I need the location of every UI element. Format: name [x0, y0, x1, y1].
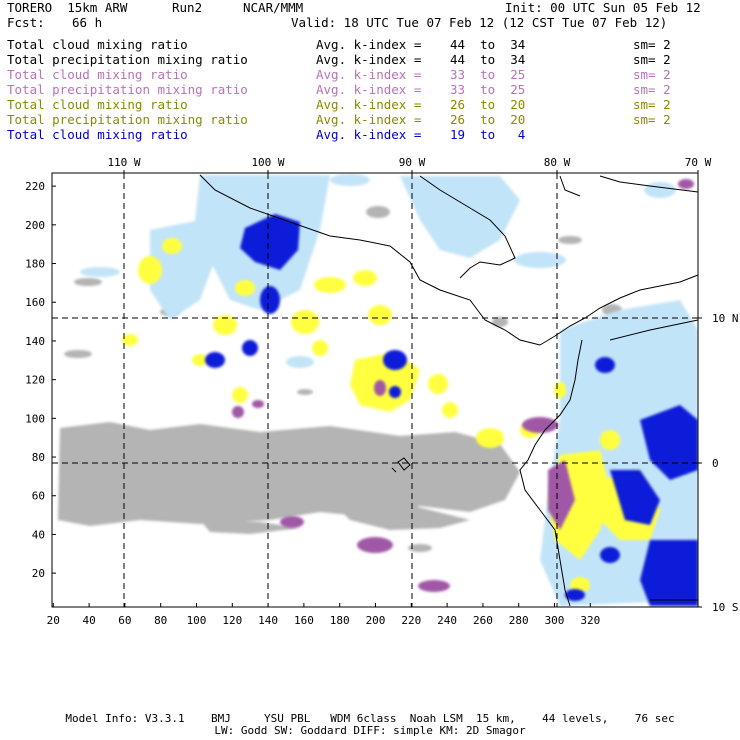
grid-x-tick-label: 160 [294, 614, 314, 627]
legend-range: 26 to 20 [450, 112, 526, 127]
legend-range: 44 to 34 [450, 37, 526, 52]
grid-x-tick-label: 120 [222, 614, 242, 627]
org-label: NCAR/MMM [243, 0, 304, 15]
legend-range: 44 to 34 [450, 52, 526, 67]
grid-x-tick-label: 280 [509, 614, 529, 627]
init-time: Init: 00 UTC Sun 05 Feb 12 [505, 0, 701, 15]
grid-x-tick-label: 20 [47, 614, 60, 627]
legend-avg: Avg. k-index = [316, 112, 422, 127]
legend-sm: sm= 2 [633, 37, 671, 52]
legend-range: 19 to 4 [450, 127, 526, 142]
grid-y-tick-label: 120 [25, 374, 45, 387]
legend-sm: sm= 2 [633, 112, 671, 127]
legend-avg: Avg. k-index = [316, 52, 422, 67]
legend-row: Total cloud mixing ratio Avg. k-index = … [7, 37, 727, 52]
grid-y-tick-label: 140 [25, 335, 45, 348]
grid-y-tick-label: 220 [25, 180, 45, 193]
grid-x-tick-label: 220 [401, 614, 421, 627]
legend-avg: Avg. k-index = [316, 37, 422, 52]
gray-cloud-band [58, 206, 658, 552]
graticule [52, 173, 698, 607]
legend-range: 33 to 25 [450, 67, 526, 82]
grid-x-tick-label: 200 [366, 614, 386, 627]
grid-y-tick-label: 160 [25, 296, 45, 309]
legend-row: Total cloud mixing ratio Avg. k-index = … [7, 97, 727, 112]
grid-y-tick-label: 200 [25, 219, 45, 232]
model-info-line: Model Info: V3.3.1 BMJ YSU PBL WDM 6clas… [65, 712, 675, 725]
legend-field-name: Total cloud mixing ratio [7, 67, 188, 82]
physics-info-line: LW: Godd SW: Goddard DIFF: simple KM: 2D… [214, 724, 526, 737]
legend-field-name: Total precipitation mixing ratio [7, 52, 248, 67]
legend-avg: Avg. k-index = [316, 127, 422, 142]
longitude-label: 70 W [685, 156, 712, 169]
legend-field-name: Total cloud mixing ratio [7, 97, 188, 112]
legend-field-name: Total precipitation mixing ratio [7, 112, 248, 127]
legend-sm: sm= 2 [633, 67, 671, 82]
legend-row: Total cloud mixing ratio Avg. k-index = … [7, 67, 727, 82]
axis-labels: 110 W 100 W 90 W 80 W 70 W 10 N 0 10 S 20 40 60 80 1… [25, 156, 738, 627]
magenta-cloud-patches [232, 179, 694, 592]
grid-x-tick-label: 320 [580, 614, 600, 627]
grid-x-tick-label: 140 [258, 614, 278, 627]
longitude-label: 110 W [107, 156, 140, 169]
latitude-label: 10 S [712, 601, 739, 614]
legend-field-name: Total precipitation mixing ratio [7, 82, 248, 97]
legend-row: Total cloud mixing ratio Avg. k-index = … [7, 127, 727, 142]
legend-row: Total precipitation mixing ratio Avg. k-… [7, 52, 727, 67]
legend-field-name: Total cloud mixing ratio [7, 127, 188, 142]
legend-range: 33 to 25 [450, 82, 526, 97]
grid-y-tick-label: 100 [25, 412, 45, 425]
longitude-label: 100 W [251, 156, 284, 169]
map-field-layer [58, 174, 698, 606]
latitude-label: 10 N [712, 312, 739, 325]
grid-x-tick-label: 260 [473, 614, 493, 627]
grid-x-tick-label: 300 [545, 614, 565, 627]
legend-range: 26 to 20 [450, 97, 526, 112]
legend-field-name: Total cloud mixing ratio [7, 37, 188, 52]
legend-avg: Avg. k-index = [316, 82, 422, 97]
legend-avg: Avg. k-index = [316, 67, 422, 82]
fcst-label: Fcst: [7, 15, 45, 30]
grid-y-tick-label: 180 [25, 258, 45, 271]
grid-x-tick-label: 80 [154, 614, 167, 627]
coastlines [199, 174, 699, 607]
fcst-value: 66 h [72, 15, 103, 30]
grid-x-tick-label: 60 [118, 614, 131, 627]
latitude-label: 0 [712, 457, 719, 470]
grid-x-tick-label: 40 [82, 614, 95, 627]
legend-row: Total precipitation mixing ratio Avg. k-… [7, 112, 727, 127]
grid-y-tick-label: 60 [32, 490, 45, 503]
grid-x-tick-label: 180 [330, 614, 350, 627]
legend-avg: Avg. k-index = [316, 97, 422, 112]
grid-y-tick-label: 80 [32, 451, 45, 464]
longitude-label: 80 W [544, 156, 571, 169]
legend-sm: sm= 2 [633, 52, 671, 67]
axis-ticks [52, 170, 702, 608]
legend-sm: sm= 2 [633, 97, 671, 112]
grid-y-tick-label: 40 [32, 528, 45, 541]
model-title: TORERO 15km ARW [7, 0, 128, 15]
longitude-label: 90 W [399, 156, 426, 169]
run-label: Run2 [172, 0, 203, 15]
legend-sm: sm= 2 [633, 82, 671, 97]
blue-cloud-patches [205, 214, 698, 606]
legend-row: Total precipitation mixing ratio Avg. k-… [7, 82, 727, 97]
grid-y-tick-label: 20 [32, 567, 45, 580]
grid-x-tick-label: 100 [187, 614, 207, 627]
grid-x-tick-label: 240 [437, 614, 457, 627]
valid-time: Valid: 18 UTC Tue 07 Feb 12 (12 CST Tue … [291, 15, 668, 30]
